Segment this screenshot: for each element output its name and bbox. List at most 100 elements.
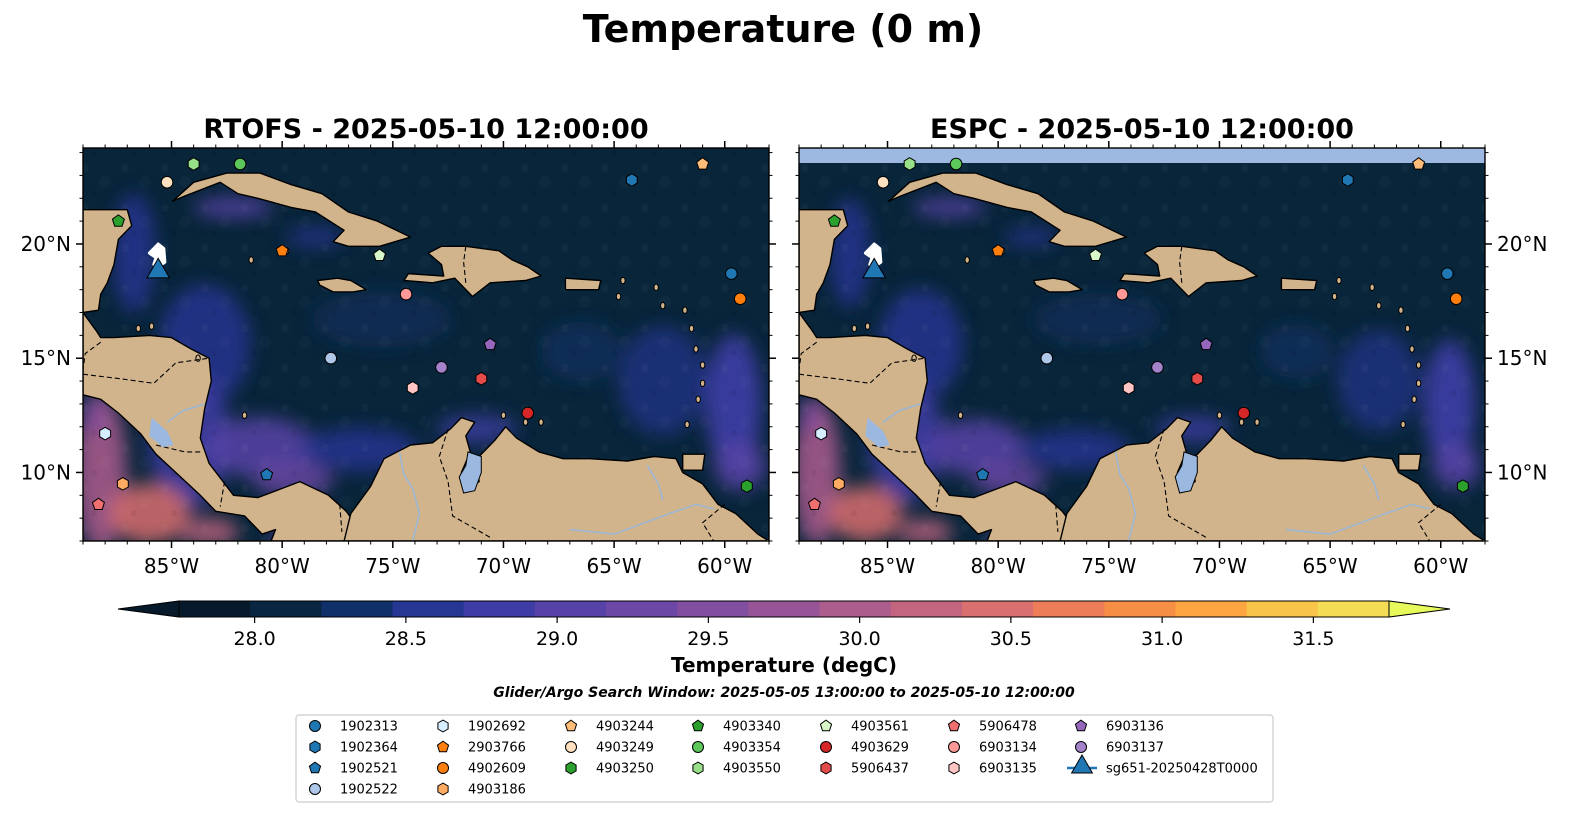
float-marker-5906478 (807, 497, 821, 510)
legend-item-1902521: 1902521 (308, 761, 398, 777)
small-island (957, 411, 964, 420)
small-island (660, 301, 666, 310)
map-markers-rtofs (91, 157, 753, 510)
colorbar-extend-low (117, 600, 180, 618)
float-marker-6903137 (435, 361, 448, 374)
float-marker-6903136 (1199, 337, 1213, 351)
float-marker-1902521 (976, 467, 990, 481)
legend-item-4903340: 4903340 (691, 719, 781, 735)
colorbar-tick-label: 30.0 (838, 628, 880, 650)
lon-tick-label: 75°W (1081, 554, 1136, 578)
colorbar-label: Temperature (degC) (671, 653, 897, 677)
small-island (1398, 306, 1404, 314)
legend-item-sg651-20250428T0000: sg651-20250428T0000 (1067, 754, 1258, 777)
colorbar-segment (961, 601, 1034, 617)
legend-label: 2903766 (468, 741, 526, 756)
map-panel-espc: ESPC - 2025-05-10 12:00:00 85°W 80°W 75°W 7… (792, 114, 1547, 578)
small-island (1336, 276, 1342, 285)
legend-marker-5906437 (820, 761, 832, 775)
legend-item-1902522: 1902522 (309, 783, 398, 798)
small-island (1254, 418, 1260, 426)
small-island (695, 395, 701, 404)
rivers (882, 403, 1430, 541)
lon-tick-label: 60°W (697, 554, 752, 578)
float-marker-4903249 (160, 175, 174, 189)
lat-tick-label: 10°N (21, 460, 71, 484)
glider-marker (862, 257, 887, 279)
no-data-band (799, 148, 1485, 163)
legend-label: 4903561 (851, 720, 909, 735)
float-marker-4902609 (733, 292, 747, 306)
float-marker-1902313 (1441, 267, 1454, 280)
float-marker-4903340 (111, 214, 125, 227)
map-frame (798, 147, 1486, 542)
colorbar-segment (1317, 601, 1390, 617)
legend-marker-4902609 (437, 762, 449, 774)
small-island (964, 256, 970, 264)
legend-marker-4903250 (565, 761, 577, 775)
colorbar-segment (392, 601, 465, 617)
legend-item-4903629: 4903629 (820, 741, 909, 756)
float-marker-6903136 (483, 337, 497, 351)
legend-item-4903550: 4903550 (692, 762, 781, 777)
float-marker-6903135 (1122, 381, 1135, 395)
legend-item-6903136: 6903136 (1074, 719, 1164, 735)
map-axes-espc: 85°W 80°W 75°W 70°W 65°W 60°W 20°N 15°N 10°N (792, 141, 1547, 578)
small-island (538, 418, 544, 426)
legend-marker-5906478 (947, 719, 961, 732)
colorbar-tick-label: 29.5 (687, 628, 729, 650)
glider-marker (146, 257, 171, 279)
float-marker-4903561 (373, 248, 387, 261)
colorbar-segment (463, 601, 536, 617)
legend-item-6903135: 6903135 (948, 761, 1037, 777)
float-marker-4903186 (832, 477, 845, 491)
small-island (688, 324, 695, 333)
land-centralAmerica (83, 311, 354, 541)
legend-label: 4903249 (596, 741, 654, 756)
lon-tick-label: 65°W (586, 554, 641, 578)
lake-nicaragua (865, 417, 890, 448)
small-island (699, 361, 706, 369)
legend-marker-4903561 (819, 719, 833, 732)
rivers (166, 403, 714, 541)
small-island (620, 276, 626, 285)
small-island (1238, 418, 1245, 426)
legend-marker-1902522 (309, 783, 321, 795)
small-island (148, 322, 155, 330)
legend-marker-6903137 (1075, 741, 1087, 753)
legend-item-4903354: 4903354 (692, 741, 781, 756)
legend-item-4903244: 4903244 (564, 719, 654, 735)
legend-marker-1902521 (308, 761, 322, 774)
legend-label: 4903186 (468, 783, 526, 798)
small-island (851, 324, 858, 333)
float-marker-4903244 (1412, 157, 1426, 170)
colorbar-tick-label: 28.5 (385, 628, 427, 650)
legend-marker-6903135 (948, 761, 960, 775)
legend-label: 1902364 (340, 741, 398, 756)
float-marker-5906437 (475, 371, 488, 386)
float-marker-2903766 (991, 243, 1005, 257)
colorbar-tick-label: 30.5 (990, 628, 1032, 650)
legend-marker-4903244 (564, 719, 578, 732)
float-marker-4903354 (233, 157, 247, 171)
small-island (682, 306, 688, 314)
legend-label: 4903340 (723, 720, 781, 735)
legend-label: 1902313 (340, 720, 398, 735)
legend-item-4903561: 4903561 (819, 719, 909, 735)
legend-label: 4903354 (723, 741, 781, 756)
colorbar-segment (250, 601, 322, 617)
float-marker-1902692 (815, 426, 828, 441)
small-island (1216, 411, 1223, 420)
legend-label: 4903244 (596, 720, 654, 735)
legend-frame (295, 714, 1274, 803)
land-yucatan (799, 209, 849, 314)
land-centralAmerica (799, 311, 1070, 541)
legend-marker-4903354 (692, 741, 704, 753)
legend-label: sg651-20250428T0000 (1106, 762, 1258, 777)
colorbar-segment (677, 601, 750, 617)
colorbar-tick-label: 28.0 (233, 628, 275, 650)
lat-tick-label: 15°N (1497, 346, 1547, 370)
lon-tick-label: 70°W (1192, 554, 1247, 578)
search-window-text: Glider/Argo Search Window: 2025-05-05 13… (493, 685, 1075, 701)
colorbar-segment (1246, 601, 1319, 617)
